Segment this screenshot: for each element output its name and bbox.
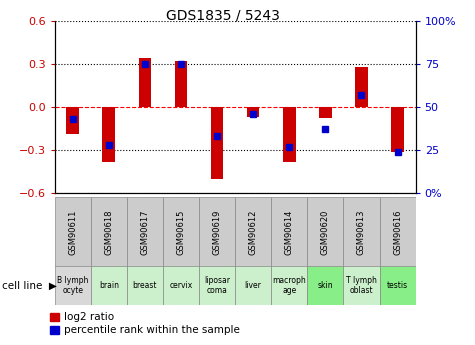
Text: liver: liver xyxy=(245,281,262,290)
Text: testis: testis xyxy=(387,281,408,290)
Text: GSM90618: GSM90618 xyxy=(104,209,113,255)
Bar xyxy=(319,107,332,118)
Bar xyxy=(211,107,223,179)
Bar xyxy=(247,107,259,117)
Text: B lymph
ocyte: B lymph ocyte xyxy=(57,276,88,295)
FancyBboxPatch shape xyxy=(127,266,163,305)
FancyBboxPatch shape xyxy=(91,266,127,305)
Text: GSM90612: GSM90612 xyxy=(249,209,257,255)
FancyBboxPatch shape xyxy=(343,197,380,267)
FancyBboxPatch shape xyxy=(235,266,271,305)
FancyBboxPatch shape xyxy=(55,266,91,305)
Legend: log2 ratio, percentile rank within the sample: log2 ratio, percentile rank within the s… xyxy=(50,312,240,335)
Bar xyxy=(66,107,79,134)
Text: cell line  ▶: cell line ▶ xyxy=(2,280,57,290)
Text: skin: skin xyxy=(318,281,333,290)
FancyBboxPatch shape xyxy=(199,266,235,305)
Text: GSM90620: GSM90620 xyxy=(321,209,330,255)
Text: liposar
coma: liposar coma xyxy=(204,276,230,295)
Text: GSM90614: GSM90614 xyxy=(285,209,294,255)
FancyBboxPatch shape xyxy=(343,266,380,305)
Bar xyxy=(175,61,187,107)
FancyBboxPatch shape xyxy=(271,266,307,305)
Text: T lymph
oblast: T lymph oblast xyxy=(346,276,377,295)
Text: GSM90611: GSM90611 xyxy=(68,209,77,255)
Bar xyxy=(355,67,368,107)
Text: cervix: cervix xyxy=(170,281,192,290)
FancyBboxPatch shape xyxy=(199,197,235,267)
Text: breast: breast xyxy=(133,281,157,290)
FancyBboxPatch shape xyxy=(307,197,343,267)
Text: GDS1835 / 5243: GDS1835 / 5243 xyxy=(166,9,280,23)
FancyBboxPatch shape xyxy=(380,266,416,305)
Text: GSM90613: GSM90613 xyxy=(357,209,366,255)
FancyBboxPatch shape xyxy=(235,197,271,267)
FancyBboxPatch shape xyxy=(380,197,416,267)
FancyBboxPatch shape xyxy=(307,266,343,305)
Text: GSM90617: GSM90617 xyxy=(141,209,149,255)
Text: macroph
age: macroph age xyxy=(272,276,306,295)
FancyBboxPatch shape xyxy=(271,197,307,267)
Text: GSM90619: GSM90619 xyxy=(213,209,221,255)
FancyBboxPatch shape xyxy=(127,197,163,267)
Bar xyxy=(391,107,404,151)
FancyBboxPatch shape xyxy=(91,197,127,267)
FancyBboxPatch shape xyxy=(55,197,91,267)
Text: brain: brain xyxy=(99,281,119,290)
Text: GSM90615: GSM90615 xyxy=(177,209,185,255)
Bar xyxy=(139,58,151,107)
Bar xyxy=(103,107,115,161)
FancyBboxPatch shape xyxy=(163,197,199,267)
Bar xyxy=(283,107,295,161)
Text: GSM90616: GSM90616 xyxy=(393,209,402,255)
FancyBboxPatch shape xyxy=(163,266,199,305)
